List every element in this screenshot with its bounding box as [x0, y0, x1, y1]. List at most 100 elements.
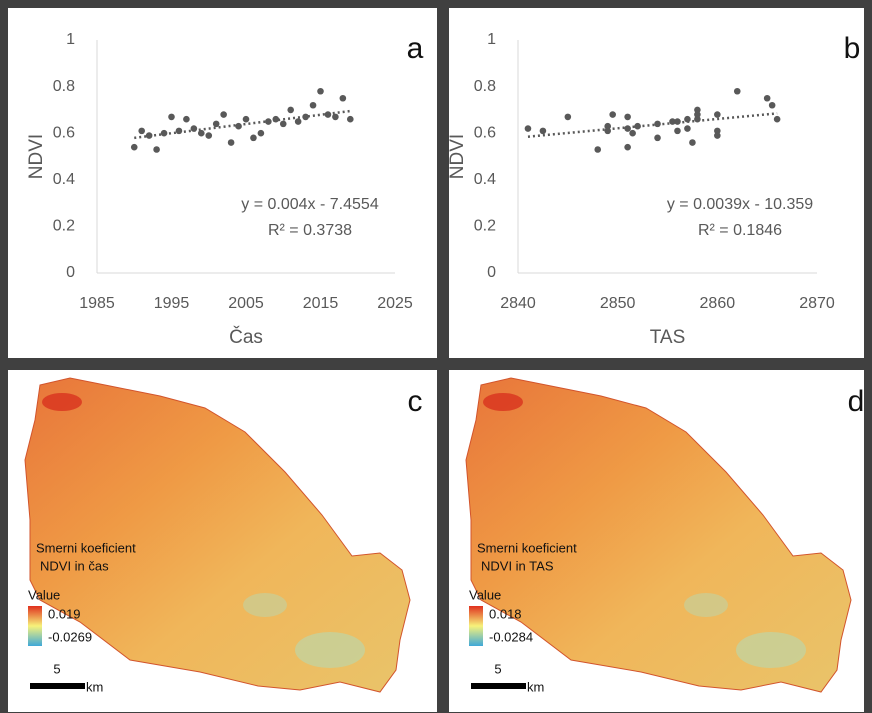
data-point [279, 120, 287, 128]
panel-label: b [844, 32, 861, 65]
data-point [768, 101, 776, 109]
y-tick-label: 0.2 [53, 218, 75, 235]
data-point [594, 146, 602, 153]
x-tick-label: 2840 [500, 295, 536, 312]
x-tick-label: 2025 [377, 295, 413, 312]
data-point [272, 115, 280, 123]
x-tick-label: 2870 [799, 295, 835, 312]
scale-value: 5 [494, 661, 501, 676]
data-point [309, 101, 317, 109]
data-point [168, 113, 175, 121]
data-point [609, 111, 616, 118]
legend-title: NDVI in čas [40, 558, 109, 573]
data-point [145, 132, 153, 139]
x-tick-label: 2860 [700, 295, 736, 312]
data-point [624, 113, 631, 121]
panel-label: d [848, 385, 865, 418]
y-axis-label: NDVI [26, 134, 47, 179]
data-point [604, 127, 611, 135]
data-point [564, 113, 572, 121]
data-point [684, 125, 691, 132]
data-point [763, 94, 771, 102]
data-point [694, 111, 701, 118]
equation: y = 0.004x - 7.4554 [241, 196, 379, 213]
data-point [175, 127, 183, 135]
data-point [302, 113, 309, 121]
legend-low: -0.0269 [48, 629, 92, 644]
data-point [339, 94, 347, 102]
data-point [714, 132, 721, 139]
data-point [634, 122, 641, 130]
data-point [153, 146, 160, 153]
legend-ramp [469, 606, 483, 646]
data-point [604, 122, 611, 130]
y-tick-label: 0.8 [53, 78, 75, 95]
data-point [183, 115, 190, 123]
y-tick-label: 0.2 [474, 218, 496, 235]
legend-value-label: Value [469, 587, 501, 602]
y-axis-label: NDVI [447, 134, 468, 179]
data-point [654, 134, 661, 142]
x-axis-label: Čas [229, 326, 263, 348]
map-lowspot [295, 632, 365, 668]
legend-high: 0.018 [489, 606, 522, 621]
trendline [527, 112, 778, 138]
x-tick-label: 1995 [154, 295, 190, 312]
data-point [198, 129, 205, 137]
legend-title: Smerni koeficient [477, 540, 577, 555]
y-tick-label: 0.6 [474, 124, 496, 141]
r-squared: R² = 0.1846 [698, 222, 782, 239]
panel-frame [441, 0, 872, 366]
data-point [317, 87, 324, 95]
legend-low: -0.0284 [489, 629, 533, 644]
data-point [347, 115, 354, 123]
data-point [257, 129, 265, 137]
data-point [138, 127, 145, 135]
data-point [624, 125, 631, 132]
x-axis-label: TAS [650, 327, 686, 348]
data-point [324, 111, 332, 118]
data-point [689, 139, 696, 146]
map-lowspot [243, 593, 287, 617]
data-point [773, 115, 781, 123]
scale-bar [30, 683, 85, 689]
data-point [684, 115, 691, 123]
data-point [524, 125, 532, 132]
data-point [714, 111, 721, 118]
scale-value: 5 [53, 661, 60, 676]
x-tick-label: 2015 [303, 295, 339, 312]
y-tick-label: 0.6 [53, 124, 75, 141]
data-point [674, 127, 681, 135]
legend-title: Smerni koeficient [36, 540, 136, 555]
data-point [242, 115, 250, 123]
y-tick-label: 0.4 [53, 171, 75, 188]
trendline [134, 109, 351, 140]
equation: y = 0.0039x - 10.359 [667, 196, 813, 213]
map-hotspot [42, 393, 82, 411]
data-point [287, 106, 295, 114]
y-tick-label: 1 [487, 31, 496, 48]
data-point [205, 132, 213, 139]
r-squared: R² = 0.3738 [268, 222, 352, 239]
x-tick-label: 2005 [228, 295, 264, 312]
map-lowspot [736, 632, 806, 668]
data-point [539, 127, 547, 135]
data-point [674, 118, 681, 125]
panel-frame [0, 0, 445, 366]
data-point [227, 139, 235, 146]
scale-bar [471, 683, 526, 689]
map-region [24, 377, 411, 693]
data-point [220, 111, 227, 118]
legend-value-label: Value [28, 587, 60, 602]
data-point [250, 134, 257, 142]
y-tick-label: 0 [66, 264, 75, 281]
data-point [332, 113, 339, 121]
y-tick-label: 1 [66, 31, 75, 48]
data-point [714, 127, 721, 135]
map-region [465, 377, 852, 693]
data-point [629, 129, 636, 137]
scale-unit: km [527, 679, 544, 694]
data-point [694, 115, 701, 123]
